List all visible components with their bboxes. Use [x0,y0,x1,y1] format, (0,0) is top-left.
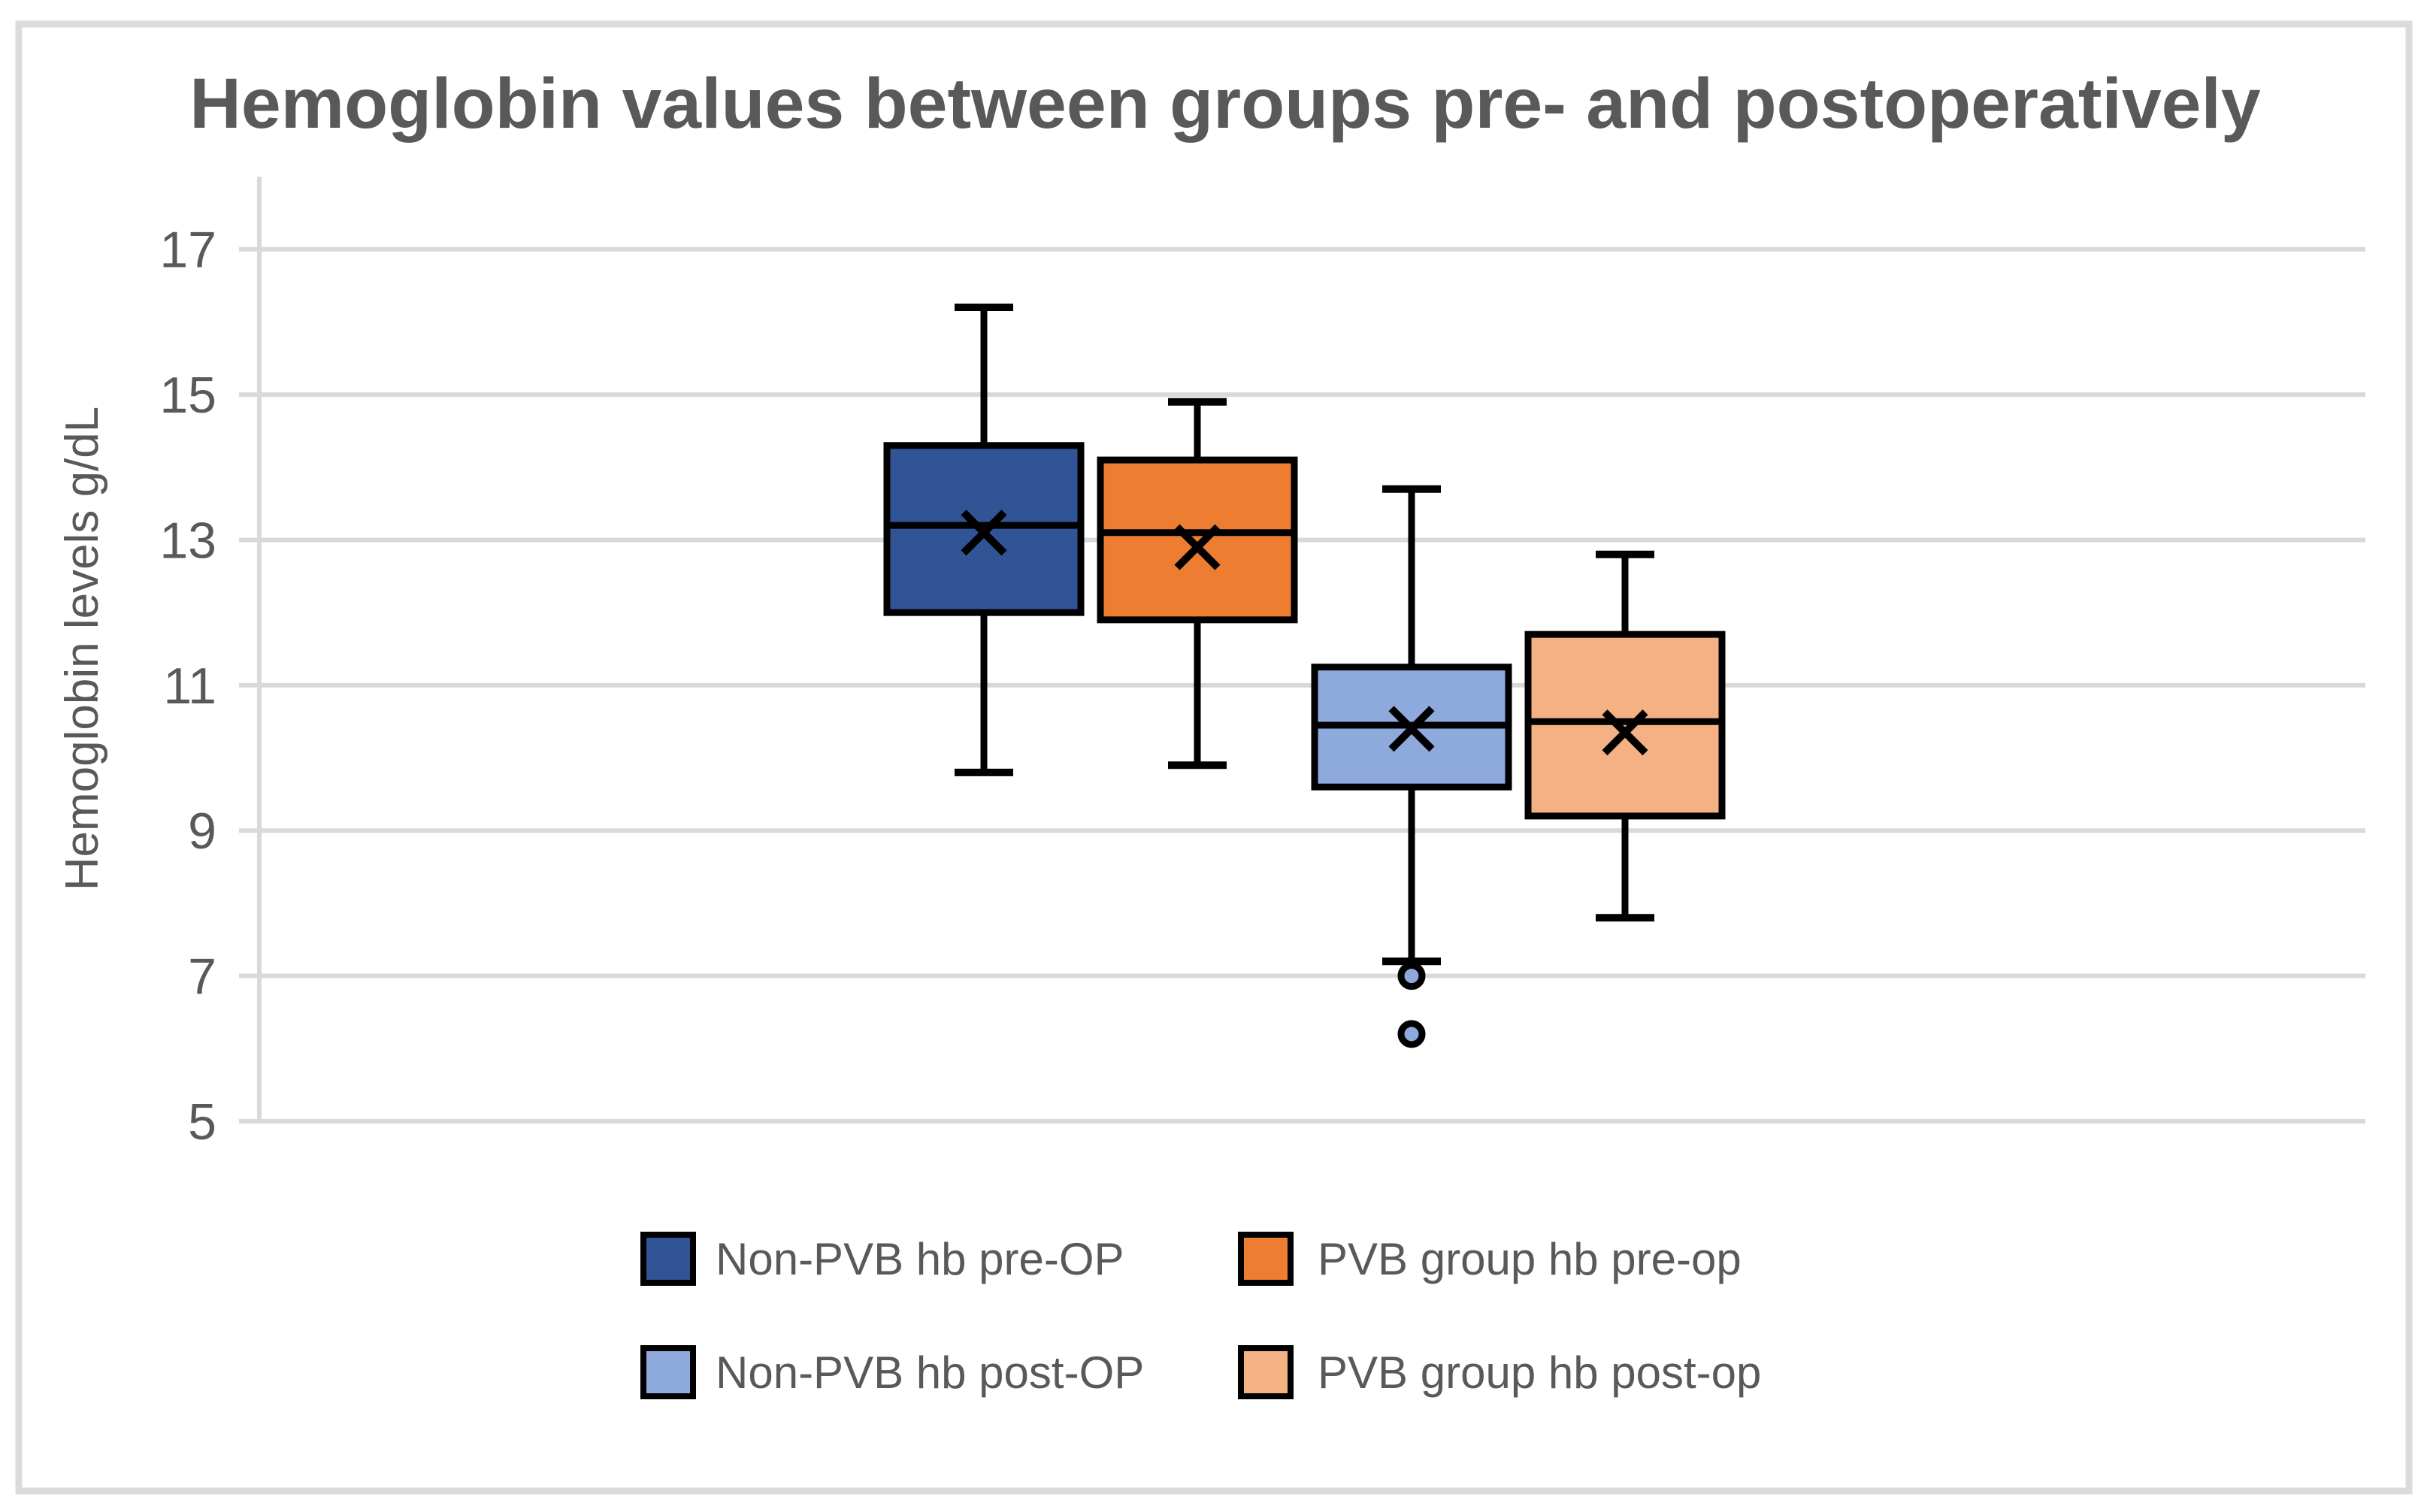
mean-marker-x [961,510,1007,556]
box-series [1311,485,1512,1048]
y-tick-label: 15 [159,367,216,424]
legend-swatch [1238,1345,1294,1399]
outlier-point [1397,962,1426,990]
outlier-point [1397,1020,1426,1048]
box-series [883,304,1085,776]
box-series [1524,550,1726,922]
mean-marker-x [1388,706,1435,752]
y-tick-label: 5 [188,1093,216,1151]
legend-layer: Non-PVB hb pre-OP PVB group hb pre-op Non-… [640,1232,1761,1399]
legend-swatch [640,1232,696,1286]
box-layer [883,304,1726,1048]
y-tick-label: 13 [159,512,216,569]
iqr-box [1524,631,1726,820]
mean-marker-x [1602,709,1648,756]
y-tick-label: 9 [188,803,216,860]
legend-label: PVB group hb post-op [1318,1347,1761,1398]
y-tick-label: 11 [163,658,216,715]
y-tick-label: 17 [159,222,216,279]
mean-marker-x [1174,524,1221,570]
y-tick-label: 7 [188,948,216,1005]
legend-label: PVB group hb pre-op [1318,1234,1742,1284]
legend-label: Non-PVB hb post-OP [716,1347,1144,1398]
y-axis-title: Hemoglobin levels g/dL [56,407,108,891]
legend-swatch [640,1345,696,1399]
figure-border [15,20,2413,1495]
legend-label: Non-PVB hb pre-OP [716,1234,1124,1284]
box-series [1097,398,1298,770]
legend-swatch [1238,1232,1294,1286]
chart-title: Hemoglobin values between groups pre- an… [189,64,2261,144]
grid-layer: 17 15 13 11 9 7 5 [159,177,2365,1151]
iqr-box [1097,456,1298,624]
